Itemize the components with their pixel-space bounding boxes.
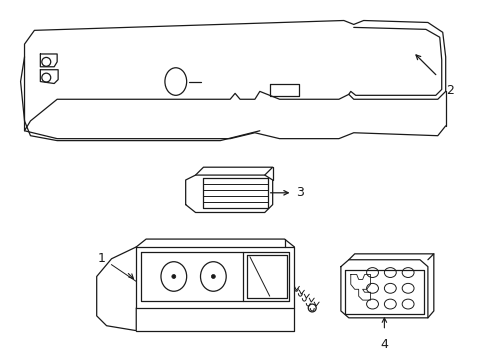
Ellipse shape	[211, 275, 215, 278]
Ellipse shape	[171, 275, 175, 278]
Text: 1: 1	[98, 252, 105, 265]
Text: 3: 3	[296, 186, 304, 199]
Text: 2: 2	[445, 84, 453, 96]
Text: 4: 4	[380, 338, 387, 351]
